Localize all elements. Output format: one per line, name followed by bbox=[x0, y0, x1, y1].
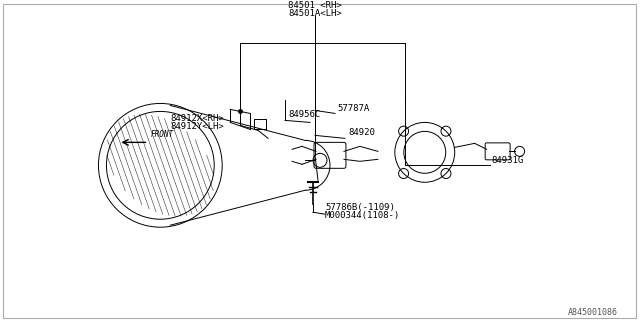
Text: 84920: 84920 bbox=[348, 128, 375, 137]
Text: 84912Y<LH>: 84912Y<LH> bbox=[170, 122, 224, 131]
Text: 57787A: 57787A bbox=[337, 104, 369, 113]
Text: M000344(1108-): M000344(1108-) bbox=[325, 211, 400, 220]
Text: 84501A<LH>: 84501A<LH> bbox=[288, 9, 342, 18]
Text: 84931G: 84931G bbox=[492, 156, 524, 165]
Text: 84912X<RH>: 84912X<RH> bbox=[170, 114, 224, 123]
Text: 84956C: 84956C bbox=[288, 110, 320, 119]
Text: FRONT: FRONT bbox=[150, 130, 173, 139]
Text: A845001086: A845001086 bbox=[568, 308, 618, 316]
Text: 84501 <RH>: 84501 <RH> bbox=[288, 1, 342, 10]
Text: 57786B(-1109): 57786B(-1109) bbox=[325, 203, 395, 212]
